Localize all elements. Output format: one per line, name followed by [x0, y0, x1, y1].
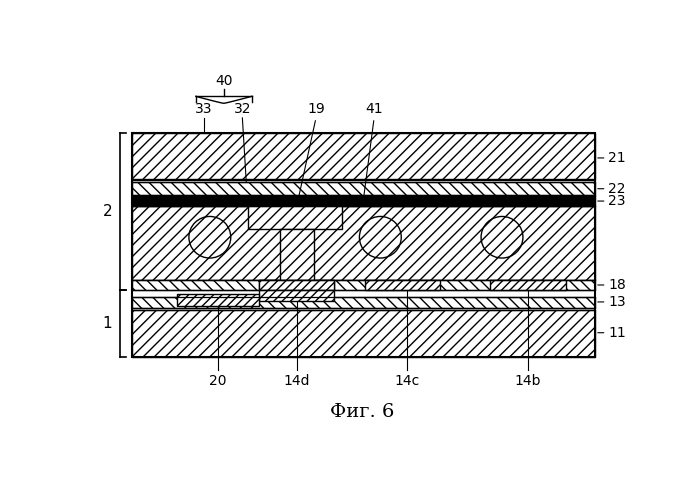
Text: 14c: 14c — [394, 374, 419, 388]
Text: 33: 33 — [195, 102, 212, 116]
Bar — [132, 280, 595, 290]
Bar — [132, 197, 595, 206]
Text: 14b: 14b — [514, 374, 541, 388]
Circle shape — [189, 216, 231, 258]
Bar — [365, 280, 440, 290]
Bar — [132, 309, 595, 357]
Text: 2: 2 — [103, 204, 112, 219]
Text: 1: 1 — [103, 316, 112, 331]
Text: 23: 23 — [608, 194, 626, 208]
Text: 11: 11 — [608, 326, 626, 340]
Bar — [259, 280, 334, 290]
Bar — [132, 296, 595, 308]
Bar — [280, 229, 315, 280]
Bar — [259, 280, 334, 290]
Text: 21: 21 — [608, 151, 626, 165]
Bar — [132, 134, 595, 179]
Text: 13: 13 — [608, 295, 626, 309]
Bar — [177, 294, 259, 306]
Text: 20: 20 — [209, 374, 226, 388]
Text: 22: 22 — [608, 182, 626, 196]
Bar — [491, 280, 565, 290]
Text: 32: 32 — [233, 102, 251, 116]
Text: 41: 41 — [366, 102, 383, 116]
Circle shape — [359, 216, 401, 258]
Circle shape — [481, 216, 523, 258]
Bar — [132, 182, 595, 195]
Bar — [132, 134, 595, 357]
Text: 40: 40 — [215, 74, 233, 88]
Bar — [132, 206, 595, 280]
Bar — [259, 280, 334, 290]
Text: 18: 18 — [608, 278, 626, 292]
Text: 14d: 14d — [283, 374, 310, 388]
Bar — [248, 206, 342, 229]
Bar — [259, 290, 334, 301]
Text: 19: 19 — [307, 102, 325, 116]
Text: Фиг. 6: Фиг. 6 — [331, 403, 395, 421]
